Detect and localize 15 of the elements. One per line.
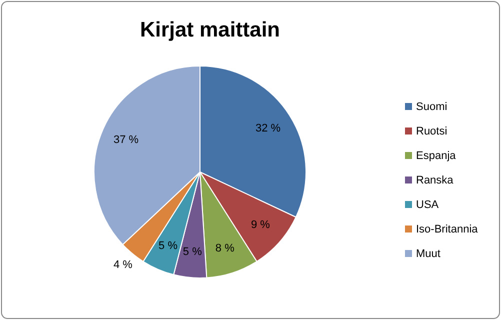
legend-label: USA <box>416 198 440 211</box>
data-label: 4 % <box>113 259 133 272</box>
legend-label: Suomi <box>416 100 448 113</box>
data-label: 9 % <box>250 219 270 232</box>
legend-label: Muut <box>416 248 440 260</box>
legend-label: Ruotsi <box>416 125 448 138</box>
data-label: 37 % <box>114 134 139 146</box>
data-label: 5 % <box>182 246 202 258</box>
chart-title: Kirjat maittain <box>140 18 280 42</box>
legend-label: Espanja <box>416 150 457 162</box>
data-label: 8 % <box>215 242 235 255</box>
legend-label: Ranska <box>416 174 454 186</box>
data-label: 5 % <box>158 240 178 252</box>
data-label: 32 % <box>255 122 281 135</box>
legend-label: Iso-Britannia <box>416 223 479 236</box>
